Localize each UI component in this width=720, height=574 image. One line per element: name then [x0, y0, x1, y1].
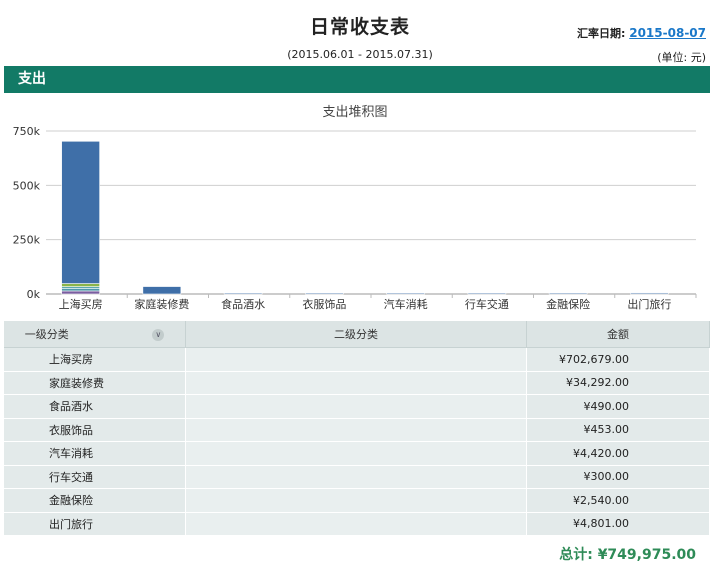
header-amount[interactable]: 金额 [526, 321, 710, 348]
row-category: 家庭装修费 [4, 371, 186, 395]
bar-segment[interactable] [61, 283, 100, 287]
x-tick-label: 食品酒水 [221, 297, 265, 311]
bar-segment[interactable] [467, 292, 507, 295]
row-subcategory [185, 418, 527, 442]
bar-segment[interactable] [142, 286, 182, 295]
row-category: 行车交通 [4, 465, 186, 489]
row-amount: ¥702,679.00 [526, 347, 710, 372]
row-subcategory [185, 394, 527, 419]
section-header-expense[interactable]: 支出 [4, 66, 710, 93]
expense-table: 一级分类 ∨ 二级分类 金额 上海买房 ¥702,679.00 家庭装修费 ¥34,2… [4, 321, 710, 536]
row-amount: ¥4,801.00 [526, 512, 710, 536]
row-category: 衣服饰品 [4, 418, 186, 442]
row-category: 金融保险 [4, 488, 186, 513]
x-tick-label: 金融保险 [546, 297, 590, 311]
table-row[interactable]: 行车交通 ¥300.00 [4, 465, 710, 489]
expense-stacked-chart: 支出堆积图 0k 250k 500k 750k 上海买房 家庭装修费 食品酒水 衣服饰品 汽车消耗… [13, 105, 697, 311]
table-row[interactable]: 出门旅行 ¥4,801.00 [4, 512, 710, 536]
chevron-down-icon[interactable]: ∨ [152, 329, 165, 341]
bar-segment[interactable] [386, 292, 425, 295]
row-amount: ¥34,292.00 [526, 371, 710, 395]
x-tick-label: 家庭装修费 [134, 297, 189, 311]
row-subcategory [185, 512, 527, 536]
chart-title: 支出堆积图 [322, 105, 387, 120]
row-amount: ¥2,540.00 [526, 488, 710, 513]
row-amount: ¥453.00 [526, 418, 710, 442]
bar-segment[interactable] [61, 290, 100, 295]
x-tick-label: 行车交通 [465, 297, 509, 311]
row-subcategory [185, 465, 527, 489]
date-range: (2015.06.01 - 2015.07.31) [287, 48, 433, 61]
row-subcategory [185, 488, 527, 513]
header-category[interactable]: 一级分类 ∨ [4, 321, 186, 348]
header-subcategory[interactable]: 二级分类 [185, 321, 527, 348]
x-tick-label: 衣服饰品 [302, 297, 346, 311]
x-tick-label: 汽车消耗 [384, 297, 428, 311]
rate-label: 汇率日期: [576, 27, 626, 40]
x-tick-label: 上海买房 [59, 297, 103, 311]
bar-segment[interactable] [61, 288, 100, 292]
page-title: 日常收支表 [309, 16, 410, 38]
rate-date-link[interactable]: 2015-08-07 [629, 26, 706, 40]
table-row[interactable]: 家庭装修费 ¥34,292.00 [4, 371, 710, 395]
bar-segment[interactable] [223, 292, 263, 295]
header-category-label: 一级分类 [24, 328, 69, 341]
table-row[interactable]: 金融保险 ¥2,540.00 [4, 488, 710, 513]
row-category: 上海买房 [4, 347, 186, 372]
exchange-rate-date: 汇率日期: 2015-08-07 [577, 25, 706, 41]
table-row[interactable]: 食品酒水 ¥490.00 [4, 394, 710, 419]
y-tick-label: 750k [13, 125, 41, 138]
row-subcategory [185, 347, 527, 372]
bar-segment[interactable] [630, 292, 669, 295]
bar-segment[interactable] [305, 292, 344, 295]
row-amount: ¥490.00 [526, 394, 710, 419]
unit-label: (单位: 元) [657, 51, 706, 64]
y-tick-label: 250k [13, 234, 41, 247]
bar-segment[interactable] [61, 140, 100, 284]
x-tick-label: 出门旅行 [627, 297, 671, 311]
row-subcategory [185, 371, 527, 395]
bar-segment[interactable] [548, 292, 588, 295]
row-amount: ¥300.00 [526, 465, 710, 489]
y-tick-label: 0k [27, 288, 41, 301]
total-amount: 总计: ¥749,975.00 [559, 547, 696, 563]
row-category: 食品酒水 [4, 394, 186, 419]
row-amount: ¥4,420.00 [526, 441, 710, 466]
table-row[interactable]: 衣服饰品 ¥453.00 [4, 418, 710, 442]
table-row[interactable]: 汽车消耗 ¥4,420.00 [4, 441, 710, 466]
row-subcategory [185, 441, 527, 466]
table-row[interactable]: 上海买房 ¥702,679.00 [4, 347, 710, 372]
row-category: 汽车消耗 [4, 441, 186, 466]
y-tick-label: 500k [13, 179, 41, 192]
row-category: 出门旅行 [4, 512, 186, 536]
